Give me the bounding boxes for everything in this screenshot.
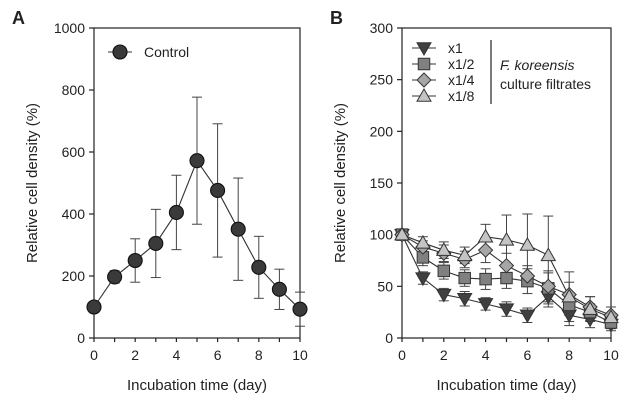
data-point (582, 301, 598, 315)
data-point (561, 288, 578, 303)
data-point (498, 303, 515, 318)
x-tick-label: 2 (440, 347, 448, 363)
legend-label: x1 (448, 40, 463, 56)
data-point (107, 269, 123, 285)
data-point (456, 292, 473, 307)
legend-label: x1/4 (448, 72, 475, 88)
data-point (479, 272, 492, 286)
x-tick-label: 6 (214, 347, 222, 363)
legend-marker (416, 87, 432, 102)
data-point (498, 257, 515, 274)
chart-panel-b: B 0 50 100 150 200 250 300 0 2 4 6 8 10 Incubation tim… (330, 8, 619, 394)
y-tick-label: 50 (377, 278, 393, 294)
x-tick-label: 4 (173, 347, 181, 363)
x-tick-label: 4 (482, 347, 490, 363)
data-point (477, 242, 494, 258)
data-point (458, 271, 471, 285)
y-tick-label: 400 (62, 206, 86, 222)
panel-letter: A (12, 8, 25, 28)
y-tick-label: 1000 (54, 20, 85, 36)
y-axis-label: Relative cell density (%) (332, 103, 349, 263)
data-point (456, 247, 473, 262)
legend-label: x1/2 (448, 56, 475, 72)
legend-label: Control (144, 44, 189, 60)
data-point (519, 236, 536, 251)
legend-label: x1/8 (448, 88, 475, 104)
data-point (477, 298, 494, 312)
y-tick-label: 600 (62, 144, 86, 160)
data-point (210, 182, 226, 198)
panel-letter: B (330, 8, 343, 28)
data-point (498, 231, 515, 246)
data-point (500, 271, 513, 285)
data-point (127, 252, 143, 269)
data-point (415, 272, 431, 287)
x-tick-label: 6 (524, 347, 532, 363)
data-point (230, 221, 246, 237)
x-axis-label: Incubation time (day) (127, 377, 267, 394)
data-point (86, 299, 102, 315)
legend-marker (112, 44, 128, 60)
data-point (519, 309, 536, 324)
data-point (271, 281, 287, 297)
legend: Control (108, 44, 189, 60)
data-point (415, 234, 431, 249)
legend-marker (416, 42, 432, 57)
data-point (603, 309, 619, 324)
legend-marker (417, 57, 431, 71)
data-point (189, 153, 205, 169)
x-tick-label: 0 (90, 347, 98, 363)
y-axis-label: Relative cell density (%) (24, 103, 41, 263)
x-tick-label: 0 (398, 347, 406, 363)
data-point (435, 288, 452, 303)
data-point (519, 268, 536, 284)
y-tick-label: 800 (62, 82, 86, 98)
y-tick-label: 0 (77, 330, 85, 346)
y-tick-label: 300 (370, 20, 394, 36)
data-point (540, 278, 557, 295)
data-point (540, 247, 557, 262)
y-tick-label: 200 (62, 268, 86, 284)
data-point (435, 242, 452, 256)
y-tick-label: 150 (370, 175, 394, 191)
data-point (394, 226, 410, 241)
x-tick-label: 8 (255, 347, 263, 363)
x-axis-label: Incubation time (day) (436, 377, 576, 394)
legend-annotation: culture filtrates (500, 76, 591, 92)
legend-marker (416, 72, 432, 88)
x-tick-label: 2 (131, 347, 139, 363)
data-point (292, 301, 308, 317)
data-point (251, 259, 267, 275)
y-tick-label: 250 (370, 72, 394, 88)
y-tick-label: 0 (385, 330, 393, 346)
data-point (477, 228, 494, 243)
x-tick-label: 8 (565, 347, 573, 363)
x-tick-label: 10 (603, 347, 619, 363)
legend-annotation: F. koreensis (500, 57, 574, 73)
y-tick-label: 200 (370, 123, 394, 139)
data-point (437, 264, 451, 278)
chart-panel-a: A 0 200 400 600 800 1000 0 2 4 6 8 10 Incubation time… (12, 8, 308, 394)
y-tick-label: 100 (370, 227, 394, 243)
x-tick-label: 10 (292, 347, 308, 363)
data-point (168, 204, 184, 220)
plot-frame (401, 27, 612, 339)
data-point (148, 235, 164, 251)
